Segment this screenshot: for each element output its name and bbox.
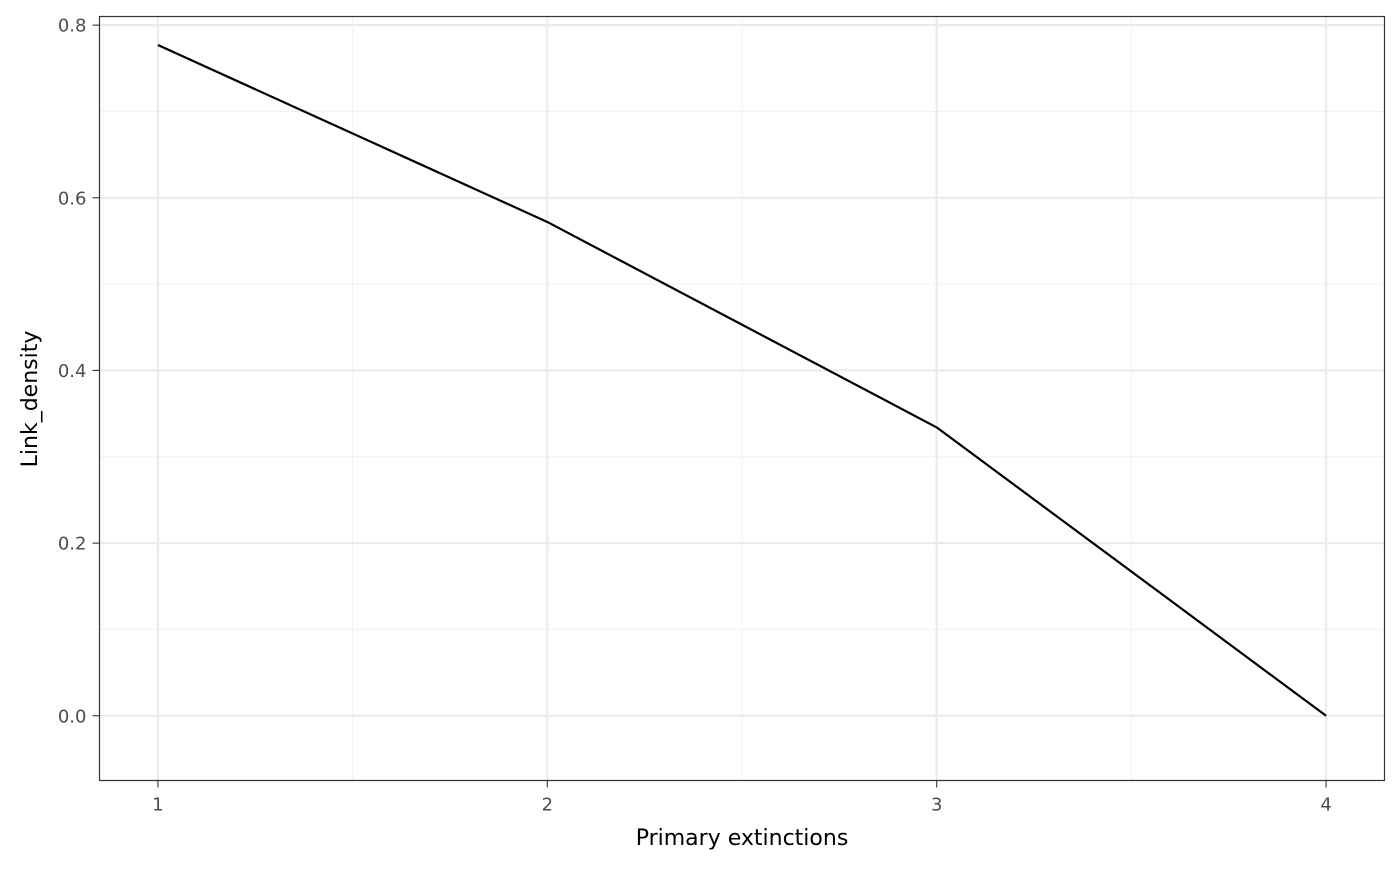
x-tick-label: 2 [542,795,553,816]
y-tick-label: 0.6 [58,188,87,209]
series-layer [157,43,1327,717]
panel-border [98,15,1386,782]
y-tick-label: 0.2 [58,534,87,555]
y-axis: 0.0 0.2 0.4 0.6 0.8 [58,16,100,727]
y-axis-title: Link_density [18,331,43,468]
series-line [157,43,1327,717]
y-tick-label: 0.0 [58,706,87,727]
x-tick-label: 4 [1320,795,1331,816]
x-tick-label: 3 [931,795,942,816]
y-tick-label: 0.8 [58,16,87,37]
x-axis: 1 2 3 4 [152,780,1332,816]
y-tick-label: 0.4 [58,361,87,382]
x-tick-label: 1 [152,795,163,816]
x-axis-title: Primary extinctions [636,826,849,851]
minor-gridlines [99,16,1385,781]
major-gridlines [99,16,1385,781]
